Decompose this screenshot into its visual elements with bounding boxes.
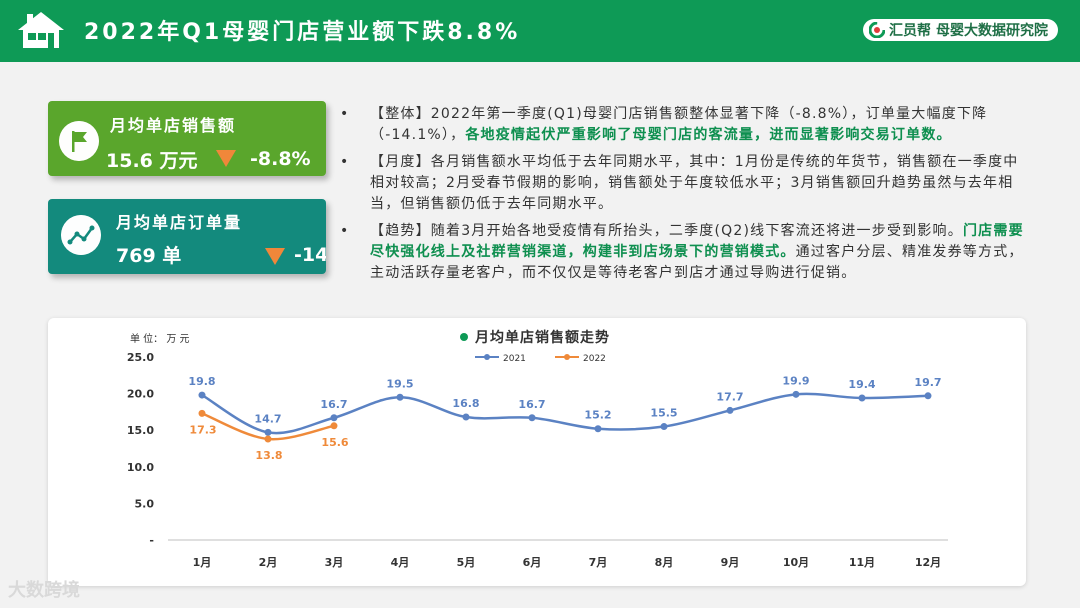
bullet-highlight: 各地疫情起伏严重影响了母婴门店的客流量，进而显著影响交易订单数。	[465, 127, 952, 143]
bullet-monthly: • 【月度】各月销售额水平均低于去年同期水平，其中：1月份是传统的年货节，销售额…	[340, 152, 1030, 215]
bullet-dot: •	[340, 223, 350, 239]
header-bar: 2022年Q1母婴门店营业额下跌8.8% 汇员帮 母婴大数据研究院	[0, 0, 1080, 62]
data-label: 15.6	[321, 436, 348, 449]
legend-label-2021: 2021	[503, 354, 526, 364]
x-tick-label: 3月	[325, 556, 344, 569]
down-arrow-icon	[216, 150, 236, 167]
series-2022: 17.3 13.8 15.6	[189, 409, 349, 462]
data-point	[330, 422, 338, 430]
data-point	[594, 425, 602, 433]
data-label: 17.3	[189, 423, 216, 436]
x-tick-label: 5月	[457, 556, 476, 569]
bullet-tail: 通过客户分层、精准发券等方式，主动活跃存量老客户，而不仅仅是等待老客户到店才通过…	[370, 244, 1024, 281]
x-axis: 1月 2月 3月 4月 5月 6月 7月 8月 9月 10月 11月 12月	[193, 556, 941, 569]
series-line-2021	[201, 392, 929, 435]
data-label: 19.4	[848, 378, 875, 391]
legend-marker	[564, 354, 570, 360]
kpi-value: 769 单	[116, 245, 182, 267]
brand-subtitle: 母婴大数据研究院	[936, 23, 1048, 39]
chart-title-dot	[460, 333, 468, 341]
chart-series: 19.8 14.7 16.7 19.5 16.8 16.7 15.2 15.5 17.7 19.9…	[188, 374, 941, 462]
y-tick-label: 20.0	[127, 388, 154, 401]
y-tick-label: 10.0	[127, 461, 154, 474]
data-label: 17.7	[716, 390, 743, 403]
x-tick-label: 6月	[523, 556, 542, 569]
data-point	[462, 413, 470, 421]
x-tick-label: 12月	[915, 556, 941, 569]
chart-unit-label: 单 位： 万 元	[130, 332, 190, 345]
x-tick-label: 9月	[721, 556, 740, 569]
data-point	[726, 406, 734, 414]
bullet-highlight: 门店需要尽快强化线上及社群营销渠道，构建非到店场景下的营销模式。	[370, 223, 1024, 260]
kpi-change: -14.1%	[294, 244, 326, 266]
down-arrow-icon	[265, 248, 285, 265]
kpi-title: 月均单店销售额	[110, 116, 237, 135]
kpi-card-sales: 月均单店销售额 15.6 万元 -8.8%	[48, 101, 326, 176]
analysis-bullets: • 【整体】2022年第一季度(Q1)母婴门店销售额整体显著下降（-8.8%），…	[340, 104, 1030, 290]
x-tick-label: 11月	[849, 556, 875, 569]
page-title: 2022年Q1母婴门店营业额下跌8.8%	[84, 20, 521, 45]
house-icon	[18, 12, 64, 48]
brand-badge: 汇员帮 母婴大数据研究院	[863, 19, 1058, 41]
data-label: 19.7	[914, 376, 941, 389]
data-label: 19.5	[386, 377, 413, 390]
y-tick-label: 15.0	[127, 424, 154, 437]
data-label: 13.8	[255, 449, 282, 462]
x-tick-label: 1月	[193, 556, 212, 569]
y-tick-label: -	[149, 534, 154, 547]
legend-label-2022: 2022	[583, 354, 606, 364]
data-label: 19.9	[782, 374, 809, 387]
x-tick-label: 8月	[655, 556, 674, 569]
flag-icon	[59, 121, 99, 161]
brand-name: 汇员帮	[889, 23, 931, 39]
y-tick-label: 25.0	[127, 351, 154, 364]
bullet-dot: •	[340, 106, 350, 122]
data-point	[528, 414, 536, 422]
data-point	[198, 409, 206, 417]
bullet-dot: •	[340, 154, 350, 170]
data-point	[198, 391, 206, 399]
chart-title: 月均单店销售额走势	[474, 329, 610, 346]
data-point	[660, 423, 668, 431]
chart-legend: 2021 2022	[475, 354, 606, 364]
data-point	[264, 435, 272, 443]
data-label: 16.7	[518, 398, 545, 411]
sales-trend-chart: 单 位： 万 元 月均单店销售额走势 2021 2022 - 5.0 10.0 15.0…	[127, 329, 948, 569]
series-2021: 19.8 14.7 16.7 19.5 16.8 16.7 15.2 15.5 17.7 19.9…	[188, 374, 942, 436]
data-point	[396, 393, 404, 401]
data-point	[792, 390, 800, 398]
watermark: 大数跨境	[8, 580, 80, 601]
x-tick-label: 7月	[589, 556, 608, 569]
kpi-change: -8.8%	[250, 148, 311, 170]
data-label: 14.7	[254, 412, 281, 425]
data-label: 16.8	[452, 397, 479, 410]
data-label: 19.8	[188, 375, 215, 388]
y-axis: - 5.0 10.0 15.0 20.0 25.0	[127, 351, 154, 547]
data-point	[858, 394, 866, 402]
data-label: 15.5	[650, 407, 677, 420]
bullet-trend: • 【趋势】随着3月开始各地受疫情有所抬头，二季度(Q2)线下客流还将进一步受到…	[340, 221, 1030, 284]
y-tick-label: 5.0	[135, 497, 155, 510]
x-tick-label: 10月	[783, 556, 809, 569]
trend-line-icon	[61, 215, 101, 255]
brand-logo-icon	[869, 22, 885, 38]
kpi-value: 15.6 万元	[106, 150, 198, 172]
x-tick-label: 2月	[259, 556, 278, 569]
x-tick-label: 4月	[391, 556, 410, 569]
kpi-title: 月均单店订单量	[116, 213, 243, 232]
chart-panel: 单 位： 万 元 月均单店销售额走势 2021 2022 - 5.0 10.0 15.0…	[48, 318, 1026, 586]
data-label: 16.7	[320, 398, 347, 411]
data-point	[924, 392, 932, 400]
bullet-text: 【趋势】随着3月开始各地受疫情有所抬头，二季度(Q2)线下客流还将进一步受到影响…	[370, 223, 963, 239]
data-point	[330, 414, 338, 422]
kpi-card-orders: 月均单店订单量 769 单 -14.1%	[48, 199, 326, 274]
data-label: 15.2	[584, 409, 611, 422]
bullet-text: 【整体】2022年第一季度(Q1)母婴门店销售额整体显著下降（-8.8%），订单…	[370, 106, 988, 143]
data-point	[264, 428, 272, 436]
bullet-text: 【月度】各月销售额水平均低于去年同期水平，其中：1月份是传统的年货节，销售额在一…	[370, 154, 1019, 212]
bullet-overall: • 【整体】2022年第一季度(Q1)母婴门店销售额整体显著下降（-8.8%），…	[340, 104, 1030, 146]
legend-marker	[484, 354, 490, 360]
